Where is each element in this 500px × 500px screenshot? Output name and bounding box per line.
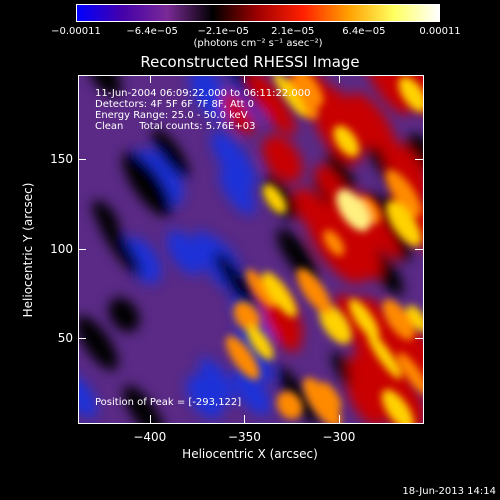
heatmap-red-blob <box>348 92 396 154</box>
heatmap-negative-blob <box>189 76 233 122</box>
heatmap-bright-blob <box>386 200 422 247</box>
info-energy-range: Energy Range: 25.0 - 50.0 keV <box>95 110 248 121</box>
info-time-range: 11-Jun-2004 06:09:22.000 to 06:11:22.000 <box>95 88 311 99</box>
colorbar-tick-label: 0.00011 <box>419 26 461 37</box>
y-axis-label: Heliocentric Y (arcsec) <box>21 182 35 318</box>
heatmap-bright-blob <box>381 389 414 423</box>
heatmap-dark-blob <box>97 215 142 276</box>
heatmap-red-blob <box>262 135 303 183</box>
heatmap-dark-blob <box>108 297 140 332</box>
heatmap-red-blob <box>383 141 423 199</box>
tick-mark <box>338 415 340 423</box>
heatmap-bright-blob <box>323 229 345 256</box>
heatmap-negative-blob <box>210 130 257 190</box>
heatmap-red-blob <box>247 76 296 136</box>
heatmap-bright-blob <box>233 301 261 332</box>
heatmap-red-blob <box>347 381 384 423</box>
heatmap-bright-blob <box>296 268 332 314</box>
heatmap-negative-blob <box>232 367 271 416</box>
heatmap-peak-blob <box>336 189 371 232</box>
heatmap-image <box>79 76 423 423</box>
colorbar <box>76 4 440 22</box>
x-tick-label: −350 <box>227 430 261 444</box>
heatmap-bright-blob <box>385 169 422 217</box>
x-tick-label: −300 <box>322 430 356 444</box>
tick-mark <box>244 415 246 423</box>
tick-mark <box>149 415 151 423</box>
heatmap-dark-blob <box>79 315 119 371</box>
colorbar-unit-label: (photons cm⁻² s⁻¹ asec⁻²) <box>193 38 323 49</box>
tick-mark <box>78 338 86 340</box>
heatmap-negative-blob <box>186 374 224 419</box>
colorbar-tick-label: −6.4e−05 <box>126 26 178 37</box>
heatmap-plot-area <box>78 75 424 424</box>
heatmap-bright-blob <box>245 269 276 309</box>
heatmap-bright-blob <box>366 331 402 380</box>
y-tick-label: 150 <box>50 152 73 167</box>
heatmap-bright-blob <box>333 125 360 157</box>
heatmap-dark-blob <box>276 228 318 282</box>
colorbar-tick-label: −0.00011 <box>51 26 101 37</box>
heatmap-negative-blob <box>199 357 235 404</box>
heatmap-bright-blob <box>262 271 297 318</box>
heatmap-bright-blob <box>348 298 380 340</box>
heatmap-negative-blob <box>219 167 256 215</box>
tick-mark <box>78 248 86 250</box>
heatmap-bright-blob <box>406 305 423 333</box>
peak-position-label: Position of Peak = [-293,122] <box>95 397 242 408</box>
heatmap-bright-blob <box>262 184 287 214</box>
heatmap-bright-blob <box>382 299 415 340</box>
heatmap-dark-blob <box>214 251 259 313</box>
heatmap-dark-blob <box>123 385 165 423</box>
colorbar-tick-label: 6.4e−05 <box>342 26 386 37</box>
heatmap-dark-blob <box>122 152 172 217</box>
heatmap-bright-blob <box>397 352 423 396</box>
tick-mark <box>149 75 151 83</box>
heatmap-bright-blob <box>303 377 342 423</box>
tick-mark <box>338 75 340 83</box>
colorbar-tick-label: −2.1e−05 <box>197 26 250 37</box>
x-tick-label: −400 <box>133 430 167 444</box>
heatmap-dark-blob <box>152 128 190 178</box>
y-tick-label: 100 <box>50 241 73 256</box>
y-tick-label: 50 <box>57 331 73 346</box>
colorbar-tick-label: 2.1e−05 <box>271 26 315 37</box>
tick-mark <box>415 338 423 340</box>
heatmap-bright-blob <box>273 76 307 117</box>
tick-mark <box>415 159 423 161</box>
heatmap-dark-blob <box>276 366 320 423</box>
tick-mark <box>244 75 246 83</box>
heatmap-bright-blob <box>276 391 303 420</box>
info-counts: Clean Total counts: 5.76E+03 <box>95 121 256 132</box>
heatmap-bright-blob <box>285 77 319 120</box>
heatmap-dark-blob <box>89 76 122 97</box>
heatmap-red-blob <box>221 92 255 135</box>
heatmap-dark-blob <box>326 152 356 191</box>
heatmap-red-blob <box>365 76 412 116</box>
chart-title: Reconstructed RHESSI Image <box>140 53 360 71</box>
heatmap-bright-blob <box>246 325 274 360</box>
heatmap-bright-blob <box>319 304 352 344</box>
tick-mark <box>415 248 423 250</box>
heatmap-bright-blob <box>225 335 260 380</box>
footer-date: 18-Jun-2013 14:14 <box>402 486 496 497</box>
x-axis-label: Heliocentric X (arcsec) <box>182 447 318 461</box>
heatmap-red-blob <box>328 198 379 262</box>
heatmap-negative-blob <box>166 230 204 275</box>
tick-mark <box>78 159 86 161</box>
info-detectors: Detectors: 4F 5F 6F 7F 8F, Att 0 <box>95 99 255 110</box>
heatmap-negative-blob <box>233 329 274 383</box>
heatmap-bright-blob <box>293 76 324 106</box>
heatmap-red-blob <box>385 320 423 388</box>
heatmap-bright-blob <box>398 76 423 113</box>
heatmap-negative-blob <box>79 373 97 418</box>
